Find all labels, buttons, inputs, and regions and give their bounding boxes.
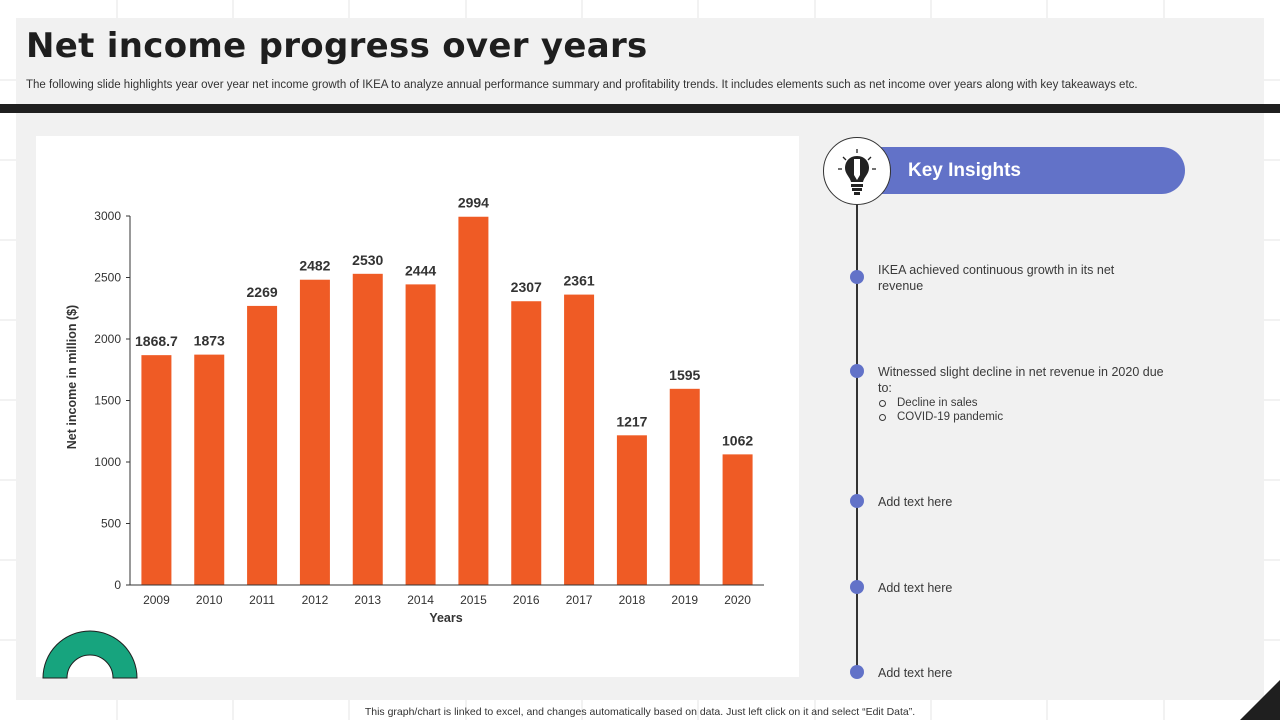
key-insights-header: Key Insights (858, 147, 1185, 194)
bar-2019[interactable] (669, 388, 700, 585)
x-tick-label: 2019 (671, 593, 698, 607)
data-label: 1873 (194, 333, 225, 349)
timeline-dot (850, 665, 864, 679)
y-axis-label: Net income in million ($) (65, 305, 79, 449)
bar-2020[interactable] (722, 454, 753, 585)
x-tick-label: 2014 (407, 593, 434, 607)
insight-item-5[interactable]: Add text here (878, 666, 953, 680)
timeline-line (856, 205, 858, 673)
data-label: 1868.7 (135, 333, 178, 349)
insight-item-2-text: Witnessed slight decline in net revenue … (878, 365, 1164, 395)
insight-sub-list: Decline in sales COVID-19 pandemic (878, 396, 1168, 424)
data-label: 2307 (511, 279, 542, 295)
insight-item-2[interactable]: Witnessed slight decline in net revenue … (878, 364, 1168, 424)
timeline-dot (850, 270, 864, 284)
y-tick-label: 2000 (94, 332, 121, 346)
x-tick-label: 2015 (460, 593, 487, 607)
timeline-dot (850, 364, 864, 378)
data-label: 1595 (669, 367, 700, 383)
y-tick-label: 3000 (94, 209, 121, 223)
bar-2015[interactable] (458, 216, 489, 585)
timeline-dot (850, 494, 864, 508)
bar-2018[interactable] (616, 435, 647, 585)
timeline-dot (850, 580, 864, 594)
bar-chart[interactable]: 0 500 1000 1500 2000 2500 3000 1868.7 1873 2269 2… (36, 136, 799, 677)
bar-2014[interactable] (405, 284, 436, 585)
page-subtitle: The following slide highlights year over… (26, 79, 1138, 91)
data-label: 2482 (299, 258, 330, 274)
insight-item-1[interactable]: IKEA achieved continuous growth in its n… (878, 263, 1115, 293)
bar-2016[interactable] (511, 301, 542, 585)
footer-note: This graph/chart is linked to excel, and… (364, 706, 916, 718)
y-tick-label: 1500 (94, 394, 121, 408)
x-tick-label: 2013 (354, 593, 381, 607)
x-tick-label: 2009 (143, 593, 170, 607)
x-tick-label: 2010 (196, 593, 223, 607)
x-tick-label: 2016 (513, 593, 540, 607)
y-tick-label: 1000 (94, 455, 121, 469)
insight-item-4[interactable]: Add text here (878, 581, 953, 595)
data-label: 2530 (352, 252, 383, 268)
bar-2009[interactable] (141, 355, 172, 585)
chart-card[interactable]: 0 500 1000 1500 2000 2500 3000 1868.7 1873 2269 2… (36, 136, 799, 677)
data-label: 1217 (616, 413, 647, 429)
bar-2012[interactable] (299, 279, 330, 585)
bar-2011[interactable] (247, 305, 278, 585)
x-tick-label: 2018 (619, 593, 646, 607)
key-insights-title: Key Insights (908, 160, 1021, 181)
x-tick-label: 2011 (249, 593, 275, 607)
x-tick-label: 2012 (302, 593, 329, 607)
x-tick-label: 2020 (724, 593, 751, 607)
decorative-arc (42, 630, 138, 679)
insight-sub-item: COVID-19 pandemic (878, 410, 1168, 424)
bar-2010[interactable] (194, 354, 225, 585)
insight-item-3[interactable]: Add text here (878, 495, 953, 509)
y-tick-label: 500 (101, 517, 121, 531)
y-tick-label: 2500 (94, 271, 121, 285)
page-title: Net income progress over years (26, 26, 648, 66)
data-label: 2994 (458, 195, 489, 211)
corner-triangle (1240, 680, 1280, 720)
data-label: 2444 (405, 262, 436, 278)
header-divider (0, 104, 1280, 113)
data-label: 1062 (722, 432, 753, 448)
bar-2017[interactable] (564, 294, 595, 585)
insight-sub-item: Decline in sales (878, 396, 1168, 410)
insights-icon-badge (823, 137, 891, 205)
bar-2013[interactable] (352, 273, 383, 585)
x-axis-label: Years (429, 611, 462, 625)
lightbulb-pencil-icon (838, 149, 876, 195)
data-label: 2269 (247, 284, 278, 300)
y-tick-label: 0 (114, 578, 121, 592)
data-label: 2361 (564, 273, 595, 289)
x-tick-label: 2017 (566, 593, 593, 607)
